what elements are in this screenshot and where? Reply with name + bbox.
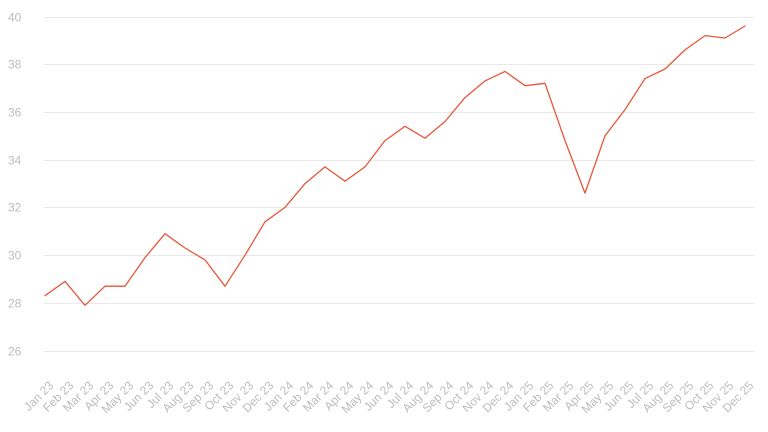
- y-tick-label: 34: [8, 154, 22, 168]
- y-tick-label: 30: [8, 249, 22, 263]
- y-tick-label: 40: [8, 11, 22, 25]
- y-tick-label: 32: [8, 201, 22, 215]
- y-axis: 26 28 30 32 34 36 38 40: [8, 11, 22, 359]
- y-tick-label: 26: [8, 345, 22, 359]
- series-line-0: [44, 25, 746, 306]
- y-tick-label: 38: [8, 58, 22, 72]
- grid-layer: [44, 17, 754, 352]
- y-tick-label: 28: [8, 297, 22, 311]
- y-tick-label: 36: [8, 106, 22, 120]
- series-layer: [44, 25, 746, 306]
